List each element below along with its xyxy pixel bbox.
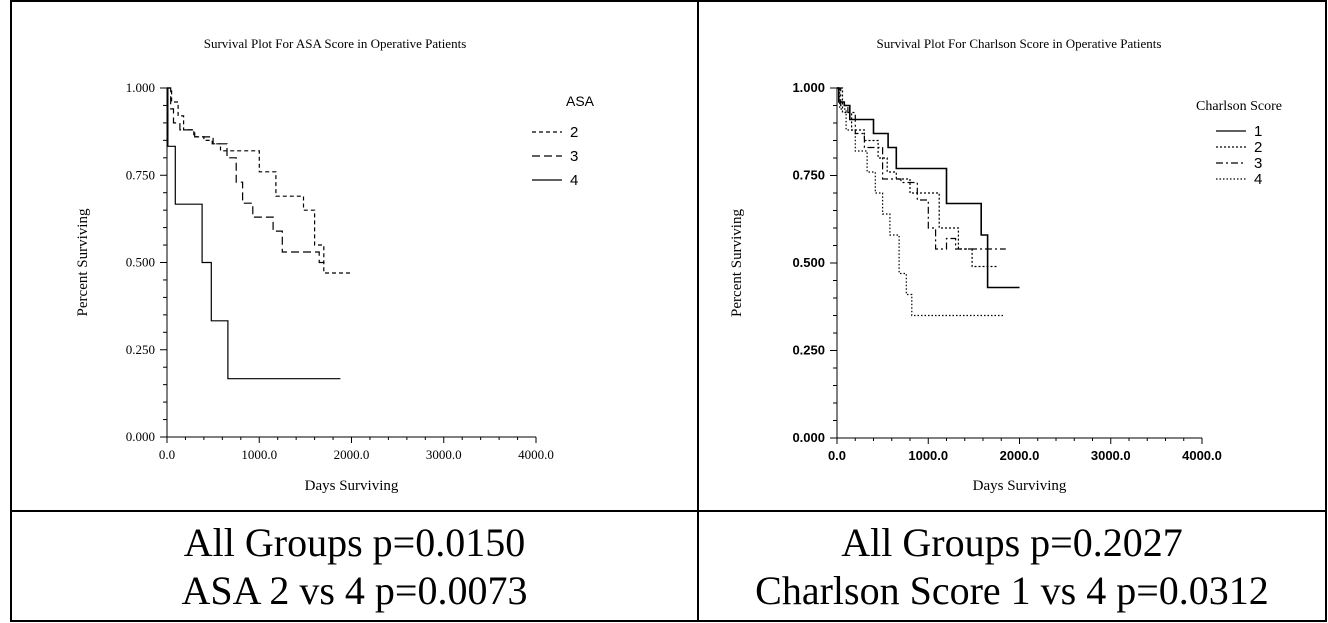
charlson-x-axis-label: Days Surviving xyxy=(973,478,1067,494)
charlson-y-tick-label: 0.250 xyxy=(792,343,825,358)
asa-y-axis-label: Percent Surviving xyxy=(75,208,91,316)
charlson-x-tick-label: 4000.0 xyxy=(1182,448,1222,463)
asa-x-axis-label: Days Surviving xyxy=(305,478,399,494)
asa-survival-chart: Survival Plot For ASA Score in Operative… xyxy=(75,36,595,494)
asa-x-tick-label: 2000.0 xyxy=(334,447,370,462)
charlson-series-4-line xyxy=(837,87,1004,317)
asa-series-2-line xyxy=(167,87,352,274)
asa-x-tick-label: 1000.0 xyxy=(241,447,277,462)
charlson-stats-line-2: Charlson Score 1 vs 4 p=0.0312 xyxy=(755,568,1269,613)
charlson-x-tick-label: 0.0 xyxy=(828,448,846,463)
charlson-y-tick-label: 1.000 xyxy=(792,80,825,95)
charlson-series-2-line xyxy=(837,87,997,268)
charlson-survival-chart: Survival Plot For Charlson Score in Oper… xyxy=(729,36,1282,494)
charlson-chart-title: Survival Plot For Charlson Score in Oper… xyxy=(877,36,1162,51)
stats-divider xyxy=(10,510,1327,512)
charlson-x-tick-label: 3000.0 xyxy=(1091,448,1131,463)
charlson-x-tick-label: 1000.0 xyxy=(908,448,948,463)
asa-legend-label-3: 3 xyxy=(570,148,578,165)
asa-y-tick-label: 0.000 xyxy=(126,429,155,444)
charlson-stats-panel: All Groups p=0.2027 Charlson Score 1 vs … xyxy=(699,512,1325,622)
charlson-y-tick-label: 0.500 xyxy=(792,255,825,270)
asa-legend-label-2: 2 xyxy=(570,124,578,141)
panel-divider xyxy=(697,0,699,622)
asa-x-tick-label: 4000.0 xyxy=(518,447,554,462)
asa-y-tick-label: 0.750 xyxy=(126,167,155,182)
figure-frame xyxy=(10,0,1327,622)
asa-series-3-line xyxy=(167,87,326,264)
asa-x-tick-label: 3000.0 xyxy=(426,447,462,462)
charlson-series-3-line xyxy=(837,87,1006,250)
asa-stats-line-2: ASA 2 vs 4 p=0.0073 xyxy=(181,568,528,613)
charlson-series-1-line xyxy=(837,87,1020,289)
asa-x-tick-label: 0.0 xyxy=(159,447,175,462)
charlson-y-tick-label: 0.750 xyxy=(792,168,825,183)
asa-stats-panel: All Groups p=0.0150 ASA 2 vs 4 p=0.0073 xyxy=(12,512,697,622)
asa-stats-line-1: All Groups p=0.0150 xyxy=(183,520,526,565)
charlson-x-tick-label: 2000.0 xyxy=(1000,448,1040,463)
charlson-legend-label-2: 2 xyxy=(1254,139,1262,156)
charlson-legend-label-3: 3 xyxy=(1254,155,1262,172)
charlson-y-tick-label: 0.000 xyxy=(792,430,825,445)
charlson-y-axis-label: Percent Surviving xyxy=(729,209,745,317)
charlson-legend-title: Charlson Score xyxy=(1196,99,1282,114)
asa-y-tick-label: 1.000 xyxy=(126,80,155,95)
asa-legend-title: ASA xyxy=(566,93,595,109)
asa-legend-label-4: 4 xyxy=(570,172,578,189)
asa-chart-title: Survival Plot For ASA Score in Operative… xyxy=(204,36,467,51)
asa-series-4-line xyxy=(167,87,341,380)
charlson-stats-line-1: All Groups p=0.2027 xyxy=(841,520,1183,565)
asa-y-tick-label: 0.250 xyxy=(126,342,155,357)
asa-y-tick-label: 0.500 xyxy=(126,255,155,270)
charlson-legend-label-4: 4 xyxy=(1254,171,1262,188)
charlson-legend-label-1: 1 xyxy=(1254,123,1262,140)
